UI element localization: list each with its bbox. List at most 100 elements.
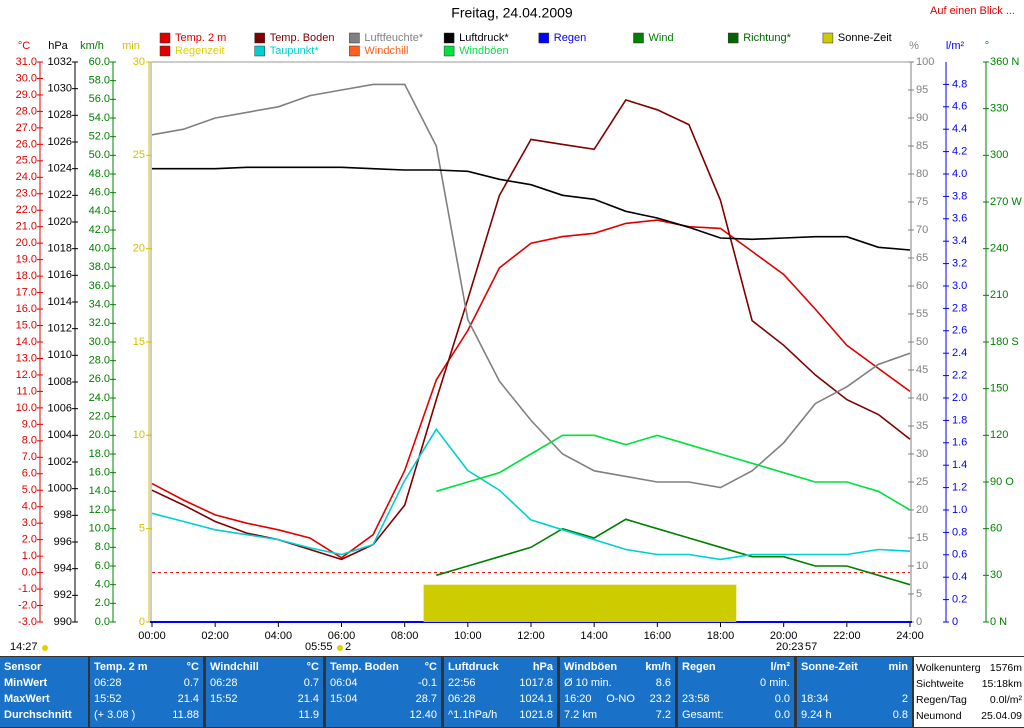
y-tick-label: 120 — [990, 429, 1008, 441]
y-tick-label: 17.0 — [16, 286, 37, 298]
panel-row: 11.9 — [210, 707, 319, 723]
cell: 23:58 — [682, 693, 710, 705]
y-tick-label: 100 — [916, 56, 934, 68]
legend-swatch — [443, 45, 455, 57]
y-tick-label: 30.0 — [16, 72, 37, 84]
y-tick-label: 45 — [916, 364, 928, 376]
panel-unit: min — [888, 661, 908, 673]
x-tick-label: 08:00 — [391, 630, 419, 642]
y-tick-label: 11.0 — [16, 385, 37, 397]
cell: 11.9 — [298, 709, 319, 721]
panel: Regen l/m² 0 min. 23:58 0.0 Gesamt: 0.0 — [678, 657, 794, 727]
legend-swatch — [159, 32, 171, 44]
y-tick-label: 36.0 — [89, 280, 110, 292]
y-tick-label: 1032 — [48, 56, 72, 68]
cell: 18:34 — [801, 693, 829, 705]
y-tick-label: 9.0 — [22, 418, 37, 430]
y-tick-label: 3.2 — [952, 258, 967, 270]
y-tick-label: 1.0 — [952, 504, 967, 516]
cell: 0.7 — [183, 677, 199, 689]
y-tick-label: 990 — [54, 616, 72, 628]
y-tick-label: 1.8 — [952, 414, 967, 426]
y-tick-label: 996 — [54, 536, 72, 548]
y-tick-label: 1000 — [48, 483, 72, 495]
y-tick-label: 2.2 — [952, 370, 967, 382]
x-tick-label: 10:00 — [454, 630, 482, 642]
sun-dot — [42, 645, 48, 651]
legend-swatch — [538, 32, 550, 44]
y-tick-label: 2.0 — [952, 392, 967, 404]
y-tick-label: 58.0 — [89, 75, 110, 87]
panel-title: Luftdruck — [448, 661, 499, 673]
y-tick-label: 16.0 — [16, 303, 37, 315]
x-tick-label: 02:00 — [201, 630, 229, 642]
cell: Regen/Tag — [916, 694, 967, 706]
y-tick-label: 20.0 — [89, 429, 110, 441]
y-tick-label: -1.0 — [18, 583, 37, 595]
cell: Ø 10 min. — [564, 677, 612, 689]
panel-title: Sensor — [4, 661, 42, 673]
info-row: Sichtweite 15:18km — [916, 676, 1022, 692]
y-tick-label: 0.0 — [95, 616, 110, 628]
y-tick-label: 240 — [990, 243, 1008, 255]
cell: 9.24 h — [801, 709, 832, 721]
panel-unit: °C — [186, 661, 199, 673]
y-tick-label: 1010 — [48, 349, 72, 361]
y-tick-label: 360 N — [990, 56, 1019, 68]
y-tick-label: 4.0 — [22, 501, 37, 513]
series-line — [151, 427, 911, 561]
y-tick-label: 330 — [990, 103, 1008, 115]
panel-row: 15:52 21.4 — [210, 691, 319, 707]
y-tick-label: 0.2 — [952, 594, 967, 606]
y-tick-label: 4.2 — [952, 146, 967, 158]
y-tick-label: 3.6 — [952, 213, 967, 225]
cell: MaxWert — [4, 693, 50, 705]
y-tick-label: 30 — [133, 56, 145, 68]
legend-label: Regen — [554, 32, 586, 44]
y-tick-label: 25 — [133, 149, 145, 161]
cell: 0.0 — [774, 709, 790, 721]
y-tick-label: 1024 — [48, 163, 72, 175]
legend-label: Luftdruck* — [459, 32, 509, 44]
panel-row: Durchschnitt — [4, 707, 84, 723]
panel-header: Sensor — [4, 659, 84, 675]
panel-row: Ø 10 min. 8.6 — [564, 675, 671, 691]
y-tick-label: 0 — [952, 616, 958, 628]
y-tick-label: 8.0 — [95, 541, 110, 553]
y-tick-label: 4.8 — [952, 78, 967, 90]
panel-header: Luftdruck hPa — [448, 659, 553, 675]
cell: 15:18km — [981, 678, 1022, 690]
y-tick-label: 21.0 — [16, 221, 37, 233]
y-tick-label: 46.0 — [89, 187, 110, 199]
y-tick-label: 6.0 — [95, 560, 110, 572]
panel-row: 06:28 0.7 — [210, 675, 319, 691]
x-tick-label: 18:00 — [707, 630, 735, 642]
legend-label: Temp. 2 m — [175, 32, 226, 44]
cell: 7.2 — [655, 709, 671, 721]
legend-swatch — [254, 32, 265, 44]
y-tick-label: 60.0 — [89, 56, 110, 68]
y-tick-label: 6.0 — [22, 468, 37, 480]
y-tick-label: 14.0 — [89, 485, 110, 497]
y-tick-label: 30 — [916, 448, 928, 460]
panel-row: 0 min. — [682, 675, 790, 691]
cell: 0.0 — [774, 693, 790, 705]
cell: 28.7 — [415, 693, 437, 705]
link[interactable]: Auf einen Blick ... — [930, 5, 1015, 17]
cell: MinWert — [4, 677, 48, 689]
cell: 1024.1 — [519, 693, 553, 705]
y-tick-label: -3.0 — [18, 616, 37, 628]
cell: 12.40 — [409, 709, 437, 721]
panel-row: 23:58 0.0 — [682, 691, 790, 707]
y-tick-label: 25 — [916, 476, 928, 488]
y-tick-label: 4.0 — [95, 579, 110, 591]
panel: Temp. 2 m °C 06:28 0.7 15:52 21.4 (+ 3.08 ) 11.… — [90, 657, 203, 727]
stats-table: Sensor MinWert MaxWert Durchschnitt Temp. 2 … — [0, 656, 1024, 728]
x-tick-label: 14:00 — [580, 630, 608, 642]
y-tick-label: 56.0 — [89, 93, 110, 105]
info-row: Wolkenunterg 1576m — [916, 660, 1022, 676]
legend-label: Windchill — [364, 45, 408, 57]
y-tick-label: 34.0 — [89, 299, 110, 311]
legend-label: Wind — [649, 32, 674, 44]
y-tick-label: 60 — [916, 280, 928, 292]
